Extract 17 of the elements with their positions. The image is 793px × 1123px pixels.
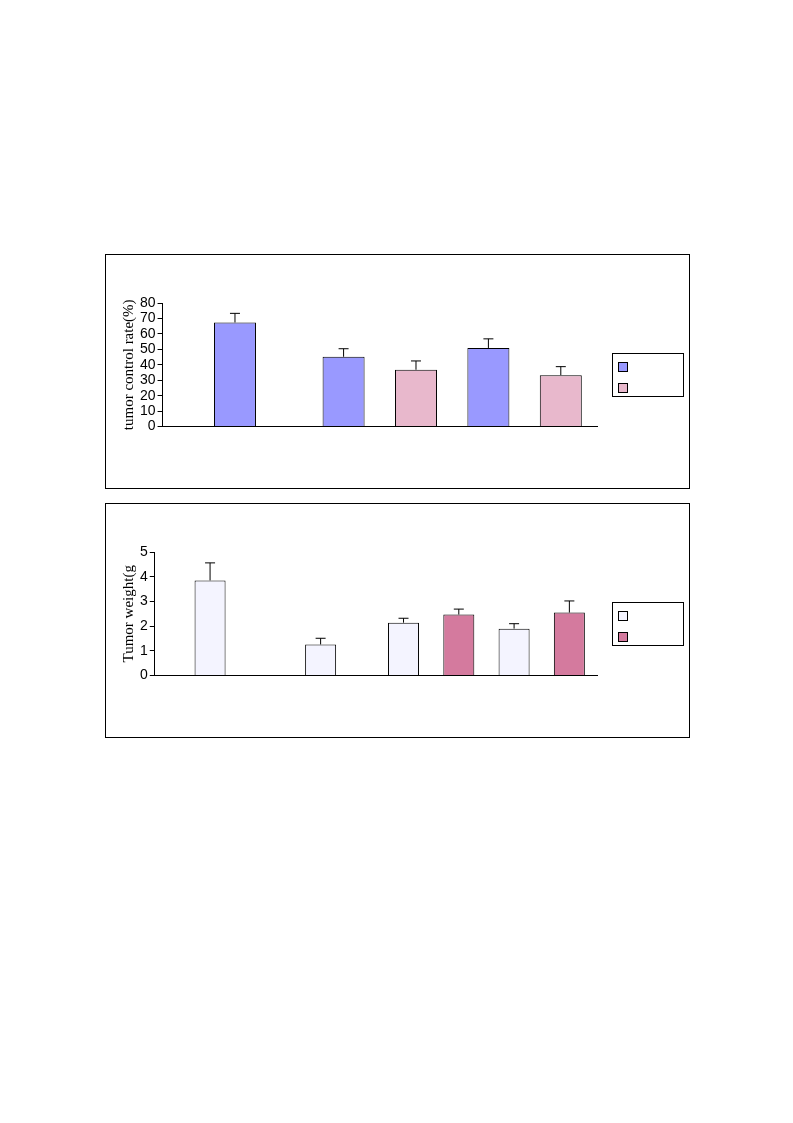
y-axis-title: Tumor weight(g <box>119 564 137 663</box>
y-tick-label: 30 <box>139 371 156 388</box>
y-axis-title: tumor control rate(%) <box>119 299 137 431</box>
y-tick-label: 10 <box>139 402 156 419</box>
y-tick-label: 4 <box>139 567 148 584</box>
y-tick-label: 0 <box>147 417 156 434</box>
y-tick-label: 60 <box>139 324 156 341</box>
y-tick-label: 20 <box>139 386 156 403</box>
y-tick-label: 3 <box>139 592 148 609</box>
y-tick-label: 50 <box>139 340 156 357</box>
y-tick-label: 40 <box>139 355 156 372</box>
y-tick-label: 2 <box>139 617 148 634</box>
y-tick-label: 70 <box>139 309 156 326</box>
y-tick-label: 1 <box>139 641 148 658</box>
y-tick-label: 5 <box>139 542 148 559</box>
y-tick-label: 0 <box>139 666 148 683</box>
y-tick-label: 80 <box>139 293 156 310</box>
